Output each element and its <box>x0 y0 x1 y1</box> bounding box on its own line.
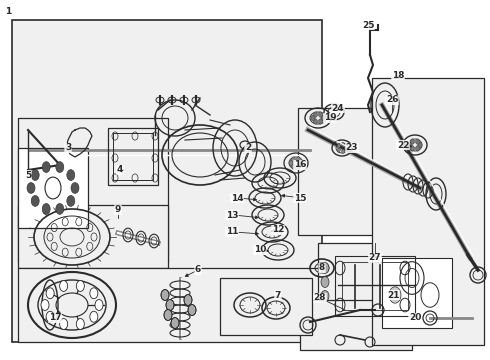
Ellipse shape <box>76 280 84 292</box>
Ellipse shape <box>46 288 54 299</box>
Ellipse shape <box>418 142 422 148</box>
Ellipse shape <box>292 164 295 169</box>
Ellipse shape <box>416 139 419 144</box>
Bar <box>18 148 88 228</box>
Text: 28: 28 <box>314 293 326 302</box>
Text: 6: 6 <box>195 266 201 274</box>
Ellipse shape <box>318 119 322 124</box>
Ellipse shape <box>337 148 340 152</box>
Text: 1: 1 <box>5 8 11 17</box>
Ellipse shape <box>408 142 412 148</box>
Ellipse shape <box>389 287 401 303</box>
Text: 21: 21 <box>387 291 399 300</box>
Bar <box>335 256 415 316</box>
Text: 16: 16 <box>294 161 306 170</box>
Ellipse shape <box>188 305 196 315</box>
Bar <box>12 20 322 342</box>
Ellipse shape <box>42 162 50 172</box>
Text: 15: 15 <box>294 194 306 202</box>
Bar <box>113 133 153 180</box>
Ellipse shape <box>342 149 345 153</box>
Ellipse shape <box>31 195 39 206</box>
Text: 24: 24 <box>332 104 344 112</box>
Ellipse shape <box>76 319 84 329</box>
Text: 20: 20 <box>409 314 421 323</box>
Ellipse shape <box>321 276 329 287</box>
Ellipse shape <box>318 112 322 117</box>
Text: 8: 8 <box>319 264 325 273</box>
Ellipse shape <box>60 319 68 329</box>
Ellipse shape <box>41 300 49 310</box>
Text: 17: 17 <box>49 314 61 323</box>
Ellipse shape <box>67 170 75 180</box>
Ellipse shape <box>311 115 315 121</box>
Bar <box>372 78 484 345</box>
Text: 10: 10 <box>254 246 266 255</box>
Ellipse shape <box>342 143 345 147</box>
Ellipse shape <box>411 139 415 144</box>
Ellipse shape <box>90 311 98 322</box>
Text: 26: 26 <box>386 95 398 104</box>
Ellipse shape <box>56 203 64 214</box>
Ellipse shape <box>27 183 35 193</box>
Ellipse shape <box>411 146 415 151</box>
Bar <box>318 243 454 332</box>
Bar <box>108 128 158 185</box>
Ellipse shape <box>95 300 103 310</box>
Text: 25: 25 <box>362 21 374 30</box>
Ellipse shape <box>171 318 179 328</box>
Text: 12: 12 <box>272 225 284 234</box>
Text: 5: 5 <box>25 171 31 180</box>
Text: 14: 14 <box>231 194 244 202</box>
Ellipse shape <box>344 146 347 150</box>
Text: 22: 22 <box>397 140 409 149</box>
Ellipse shape <box>184 294 192 305</box>
Ellipse shape <box>337 144 340 148</box>
Ellipse shape <box>46 311 54 322</box>
Ellipse shape <box>314 119 318 124</box>
Ellipse shape <box>296 157 300 162</box>
Bar <box>298 108 456 235</box>
Text: 13: 13 <box>226 211 238 220</box>
Ellipse shape <box>416 146 419 151</box>
Bar <box>220 278 312 335</box>
Ellipse shape <box>42 203 50 214</box>
Ellipse shape <box>31 170 39 180</box>
Ellipse shape <box>90 288 98 299</box>
Ellipse shape <box>164 310 172 320</box>
Ellipse shape <box>161 289 169 301</box>
Bar <box>18 118 168 262</box>
Text: 11: 11 <box>226 228 238 237</box>
Ellipse shape <box>60 280 68 292</box>
Text: 23: 23 <box>346 144 358 153</box>
Text: 18: 18 <box>392 71 404 80</box>
Ellipse shape <box>292 157 295 162</box>
Bar <box>342 262 408 310</box>
Ellipse shape <box>321 291 329 301</box>
Ellipse shape <box>299 160 303 166</box>
Ellipse shape <box>56 162 64 172</box>
Text: 2: 2 <box>245 144 251 153</box>
Text: 3: 3 <box>65 144 71 153</box>
Ellipse shape <box>296 164 300 169</box>
Ellipse shape <box>67 195 75 206</box>
Text: 27: 27 <box>368 253 381 262</box>
Ellipse shape <box>71 183 79 193</box>
Bar <box>382 258 452 328</box>
Ellipse shape <box>314 112 318 117</box>
Bar <box>18 268 322 342</box>
Ellipse shape <box>321 262 329 274</box>
Ellipse shape <box>166 300 174 310</box>
Bar <box>300 300 412 350</box>
Text: 7: 7 <box>275 291 281 300</box>
Text: 19: 19 <box>324 113 336 122</box>
Text: 9: 9 <box>115 206 121 215</box>
Text: 4: 4 <box>117 166 123 175</box>
Ellipse shape <box>289 160 293 166</box>
Ellipse shape <box>321 115 325 121</box>
Bar <box>18 205 168 268</box>
